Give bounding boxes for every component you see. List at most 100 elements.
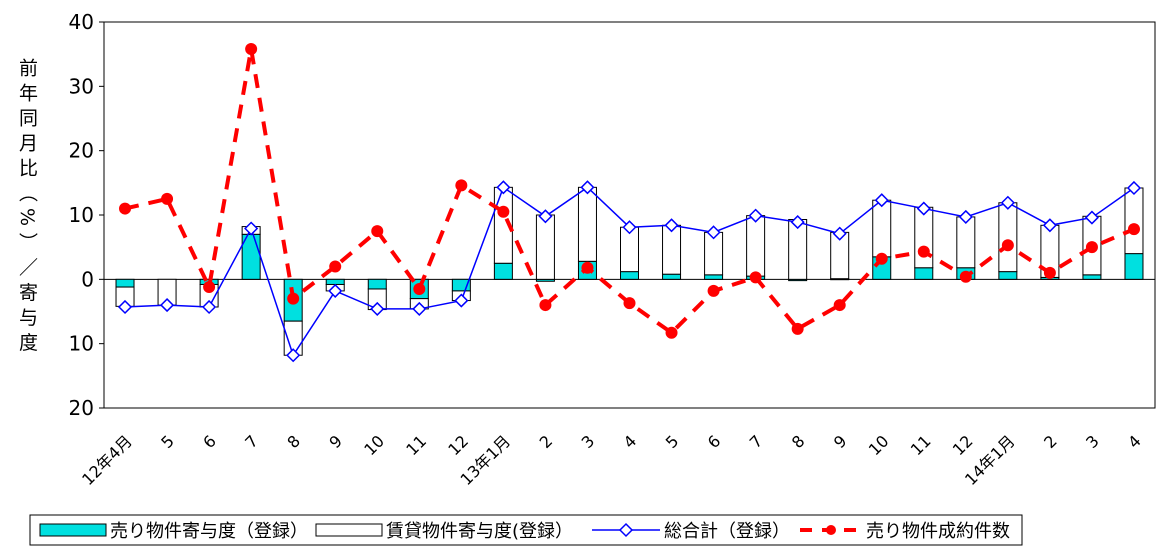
legend: 売り物件寄与度（登録） 賃貸物件寄与度(登録） 総合計（登録） 売り物件成約件数	[29, 514, 1023, 546]
point-contracts	[749, 271, 762, 284]
point-contracts	[371, 225, 384, 238]
point-total	[916, 201, 931, 216]
point-contracts	[833, 299, 846, 312]
point-total	[117, 299, 133, 315]
y-axis-label: 前年同月比（%）／寄与度	[16, 58, 38, 357]
point-total	[286, 348, 301, 363]
point-contracts	[161, 192, 174, 205]
bar-rental	[535, 214, 555, 280]
legend-swatch-sales	[39, 523, 107, 537]
point-total	[580, 180, 595, 195]
point-total	[1000, 195, 1015, 210]
point-contracts	[539, 299, 552, 312]
y-tick-label: 10	[69, 203, 94, 227]
x-tick-label: 4	[1124, 431, 1145, 452]
x-tick-label: 4	[620, 431, 641, 452]
x-tick-label: 12	[949, 431, 977, 459]
point-contracts	[707, 284, 720, 297]
x-tick-label: 10	[865, 431, 893, 459]
bar-sales	[1124, 253, 1144, 280]
bar-sales	[115, 278, 135, 288]
line-contracts	[124, 48, 1135, 336]
y-tick-label: 20	[69, 139, 94, 163]
bar-sales	[914, 267, 934, 280]
x-tick-label: 12年4月	[78, 431, 136, 489]
x-tick-label: 12	[444, 431, 472, 459]
point-total	[832, 226, 847, 241]
legend-label-contracts: 売り物件成約件数	[866, 521, 1010, 542]
x-tick-label: 5	[157, 431, 178, 452]
x-tick-label: 8	[788, 431, 809, 452]
bar-rental	[914, 206, 934, 269]
x-tick-label: 8	[283, 431, 304, 452]
point-contracts	[287, 292, 300, 305]
y-tick-label: 0	[81, 267, 94, 291]
x-tick-label: 6	[704, 431, 725, 452]
point-total	[538, 209, 553, 224]
point-contracts	[623, 297, 636, 310]
point-contracts	[581, 261, 594, 274]
point-contracts	[875, 252, 888, 265]
bar-rental	[577, 186, 597, 262]
x-tick-label: 2	[536, 431, 557, 452]
x-tick-label: 6	[199, 431, 220, 452]
bar-rental	[872, 199, 892, 258]
point-total	[244, 221, 259, 236]
point-total	[159, 298, 175, 313]
bars	[115, 186, 1144, 356]
point-total	[958, 209, 973, 224]
bar-sales	[493, 262, 513, 280]
legend-label-total: 総合計（登録）	[664, 521, 790, 542]
point-total	[1084, 210, 1100, 225]
point-total	[874, 193, 889, 208]
point-total	[328, 283, 343, 298]
bar-rental	[662, 224, 682, 275]
lines	[117, 43, 1142, 363]
x-tick-label: 11	[907, 431, 935, 459]
point-contracts	[791, 322, 804, 335]
point-contracts	[119, 202, 132, 215]
point-contracts	[1043, 266, 1056, 279]
legend-marker-total	[618, 522, 634, 538]
bar-sales	[367, 278, 387, 290]
y-tick-label: 40	[69, 10, 94, 34]
y-ticks: 40 30 20 10 0 10 20	[69, 10, 104, 420]
x-tick-label: 7	[746, 431, 767, 452]
point-contracts	[413, 282, 426, 295]
legend-swatch-rental	[315, 523, 383, 537]
legend-frame	[29, 514, 1023, 546]
point-total	[370, 301, 385, 316]
y-tick-label: 20	[69, 396, 94, 420]
point-contracts	[665, 326, 678, 339]
y-tick-label: 30	[69, 74, 94, 98]
x-tick-label: 9	[325, 431, 346, 452]
axes	[103, 21, 1156, 409]
point-total	[748, 208, 763, 223]
legend-label-rental: 賃貸物件寄与度(登録）	[386, 521, 573, 542]
legend-label-sales: 売り物件寄与度（登録）	[110, 521, 308, 542]
point-contracts	[1001, 239, 1014, 252]
y-axis-title: 前年同月比（%）／寄与度	[16, 58, 38, 357]
point-total	[1126, 180, 1142, 196]
x-tick-label: 3	[1082, 431, 1103, 452]
point-total	[1042, 218, 1057, 233]
bar-rental	[746, 215, 766, 277]
bar-rental	[998, 202, 1018, 273]
point-contracts	[329, 260, 342, 273]
bar-sales	[998, 271, 1018, 280]
point-contracts	[497, 205, 510, 218]
x-tick-label: 2	[1040, 431, 1061, 452]
point-total	[664, 218, 679, 233]
point-contracts	[245, 43, 258, 56]
point-total	[790, 215, 805, 230]
x-tick-label: 10	[360, 431, 388, 459]
point-contracts	[917, 245, 930, 258]
x-tick-label: 9	[830, 431, 851, 452]
point-total	[202, 299, 217, 315]
x-tick-label: 5	[662, 431, 683, 452]
point-contracts	[203, 281, 216, 294]
point-total	[706, 225, 721, 240]
y-tick-label: 10	[69, 332, 94, 356]
